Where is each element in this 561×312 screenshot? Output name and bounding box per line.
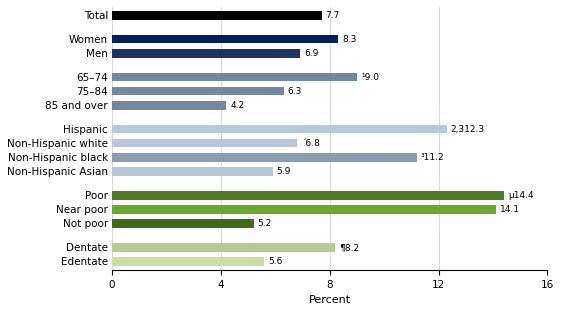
Bar [112, 243, 335, 251]
Text: ¶8.2: ¶8.2 [339, 243, 360, 252]
Text: 5.6: 5.6 [269, 257, 283, 266]
Text: ³11.2: ³11.2 [421, 153, 444, 162]
Text: 8.3: 8.3 [342, 35, 356, 44]
Bar [112, 205, 496, 213]
Text: 6.9: 6.9 [304, 49, 318, 58]
Bar [112, 11, 321, 20]
Bar [112, 87, 283, 95]
Text: 14.1: 14.1 [500, 205, 520, 214]
Bar [112, 191, 504, 199]
Text: µ14.4: µ14.4 [508, 191, 534, 200]
Text: 5.9: 5.9 [277, 167, 291, 176]
Text: ¹9.0: ¹9.0 [361, 73, 379, 82]
Bar [112, 167, 273, 176]
Text: 5.2: 5.2 [257, 219, 272, 228]
Bar [112, 101, 227, 110]
Text: ´6.8: ´6.8 [301, 139, 320, 148]
Bar [112, 139, 297, 148]
Text: 6.3: 6.3 [288, 87, 302, 96]
Bar [112, 49, 300, 57]
Bar [112, 73, 357, 81]
Bar [112, 125, 447, 134]
Text: 7.7: 7.7 [326, 11, 340, 20]
X-axis label: Percent: Percent [309, 295, 351, 305]
Text: 4.2: 4.2 [231, 101, 245, 110]
Bar [112, 257, 264, 266]
Bar [112, 153, 417, 162]
Text: 2,312.3: 2,312.3 [451, 125, 485, 134]
Bar [112, 219, 254, 228]
Bar [112, 35, 338, 43]
